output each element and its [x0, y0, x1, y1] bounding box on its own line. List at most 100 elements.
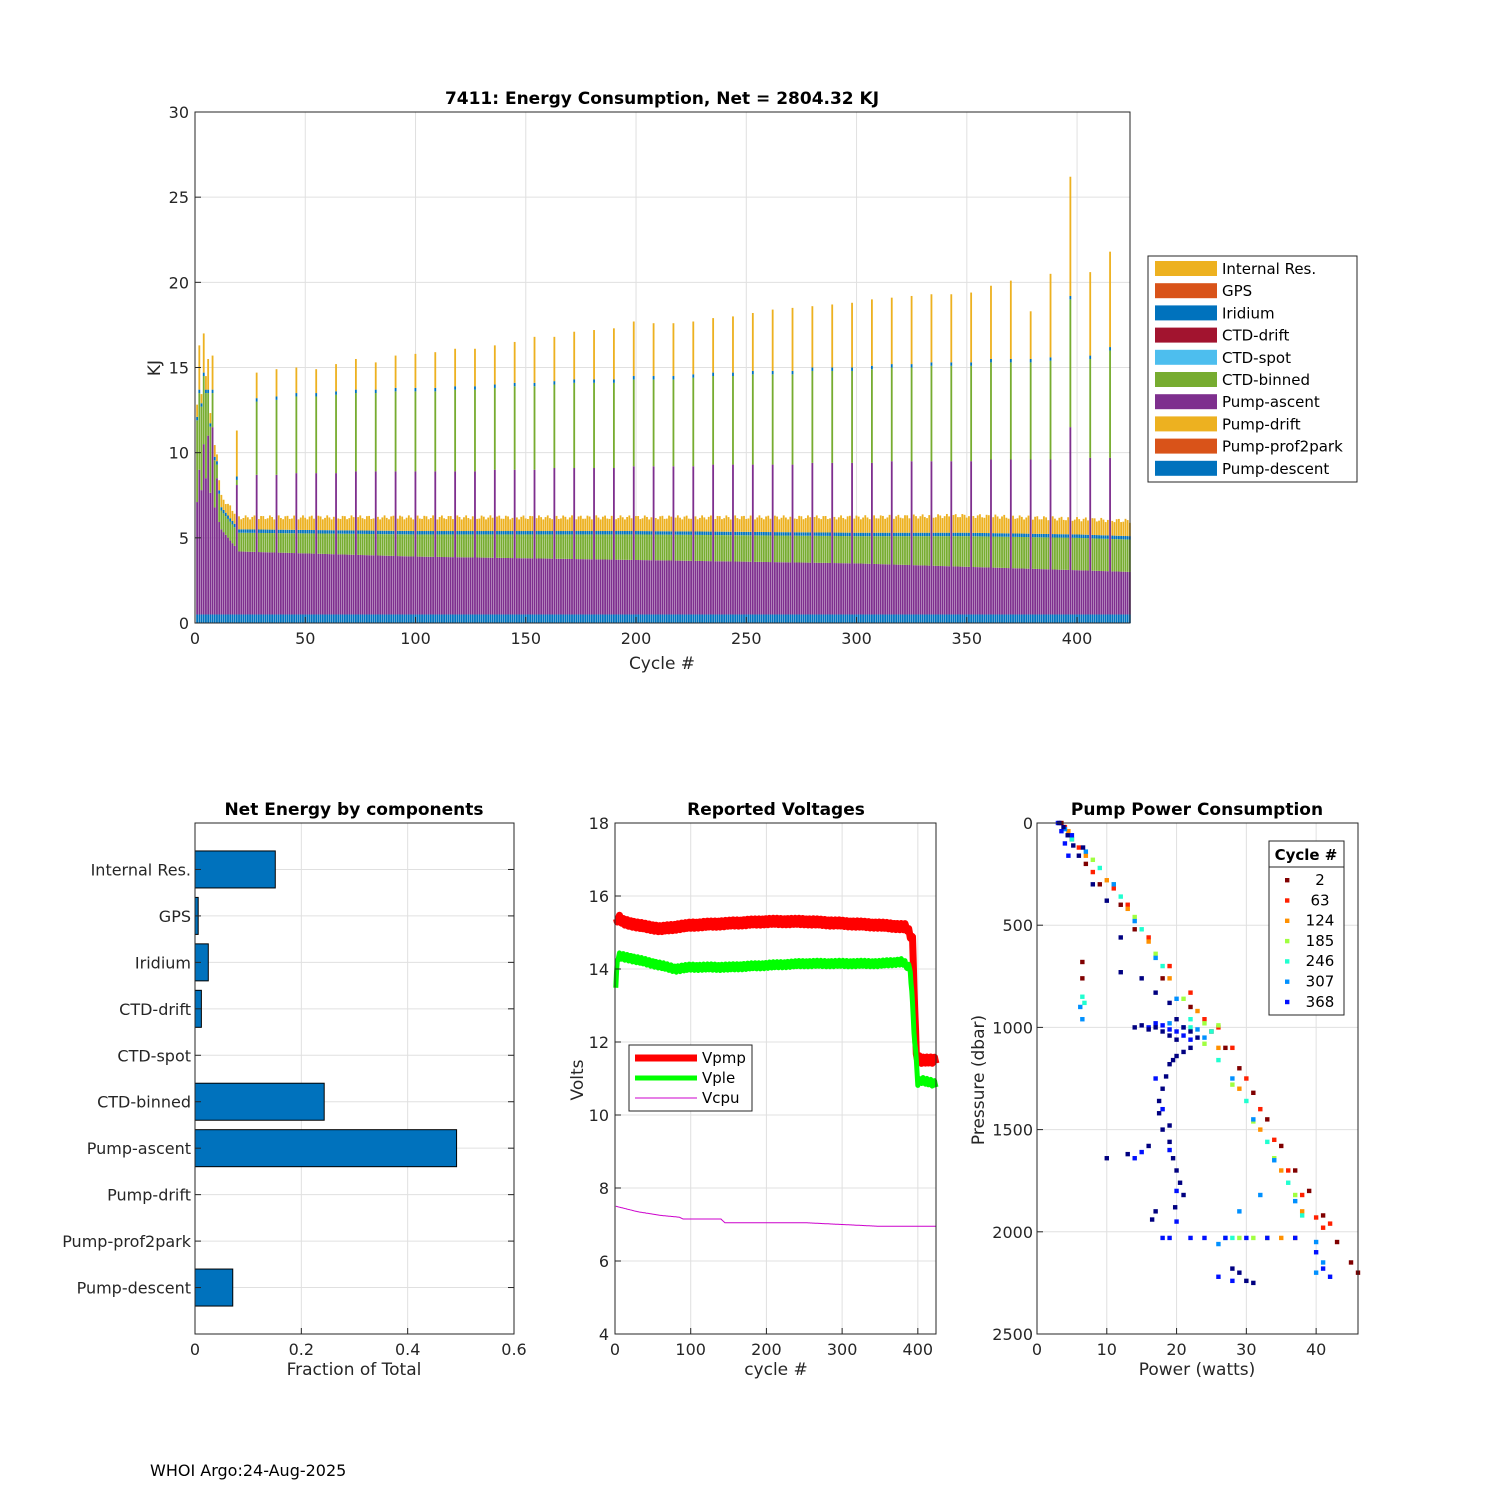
- energy-bar-segment: [306, 553, 309, 615]
- components-category-label: Pump-prof2park: [62, 1232, 192, 1251]
- energy-bar-segment: [436, 614, 439, 623]
- energy-bar-segment: [1104, 522, 1107, 536]
- voltages-ytick-label: 14: [589, 960, 609, 979]
- energy-bar-segment: [590, 531, 593, 535]
- energy-bar-segment: [906, 564, 909, 615]
- energy-bar-segment: [1016, 568, 1019, 615]
- energy-bar-segment: [974, 614, 977, 623]
- energy-bar-segment: [901, 518, 904, 533]
- energy-bar-segment: [1073, 519, 1076, 535]
- energy-bar-segment: [377, 516, 379, 531]
- energy-bar-segment: [939, 614, 942, 623]
- energy-legend-label: CTD-drift: [1222, 327, 1289, 345]
- energy-bar-segment: [374, 471, 377, 615]
- energy-bar-segment: [502, 557, 505, 615]
- energy-bar-segment: [846, 614, 849, 623]
- energy-bar-segment: [800, 614, 803, 623]
- pump-point: [1066, 853, 1071, 858]
- energy-bar-segment: [800, 535, 803, 563]
- energy-bar-segment: [714, 519, 717, 532]
- energy-bar-segment: [857, 536, 860, 564]
- energy-bar-segment: [1109, 347, 1111, 351]
- energy-bar-segment: [403, 519, 406, 531]
- energy-bar-segment: [974, 517, 977, 533]
- energy-bar-segment: [886, 517, 889, 533]
- energy-bar-segment: [235, 614, 238, 623]
- energy-bar-segment: [833, 516, 836, 533]
- energy-bar-segment: [421, 556, 423, 615]
- energy-bar-segment: [1058, 614, 1061, 623]
- pump-point: [1216, 1241, 1221, 1247]
- energy-bar-segment: [416, 531, 419, 535]
- energy-bar-segment: [994, 514, 997, 534]
- energy-bar-segment: [361, 518, 364, 531]
- energy-bar-segment: [575, 559, 578, 615]
- energy-bar-segment: [829, 614, 831, 623]
- energy-bar-segment: [249, 532, 251, 552]
- energy-bar-segment: [835, 535, 838, 564]
- footer-text: WHOI Argo:24-Aug-2025: [150, 1461, 346, 1480]
- energy-bar-segment: [743, 535, 745, 562]
- energy-bar-segment: [646, 531, 648, 535]
- energy-bar-segment: [595, 531, 598, 535]
- energy-bar-segment: [388, 555, 390, 615]
- energy-bar-segment: [260, 552, 262, 615]
- energy-bar-segment: [1045, 569, 1048, 615]
- energy-bar-segment: [904, 536, 906, 565]
- pump-legend-marker: [1285, 878, 1290, 883]
- energy-bar-segment: [432, 614, 434, 623]
- energy-bar-segment: [701, 560, 704, 615]
- energy-bar-segment: [244, 614, 247, 623]
- energy-bar-segment: [357, 530, 359, 534]
- energy-bar-segment: [502, 518, 505, 532]
- energy-bar-segment: [566, 558, 569, 615]
- energy-bar-segment: [498, 557, 501, 615]
- energy-bar-segment: [628, 534, 631, 560]
- energy-bar-segment: [443, 518, 446, 532]
- energy-bar-segment: [712, 614, 715, 623]
- pump-point: [1237, 1270, 1242, 1275]
- energy-bar-segment: [295, 473, 298, 615]
- energy-legend-label: Pump-drift: [1222, 415, 1301, 433]
- energy-bar-segment: [463, 517, 465, 532]
- energy-bar-segment: [652, 379, 655, 467]
- pump-point: [1066, 828, 1071, 834]
- energy-bar-segment: [679, 531, 681, 535]
- energy-bar-segment: [601, 559, 604, 615]
- energy-bar-segment: [659, 560, 662, 615]
- energy-bar-segment: [1027, 515, 1030, 534]
- energy-bar-segment: [277, 515, 280, 530]
- energy-bar-segment: [1120, 539, 1122, 572]
- energy-bar-segment: [498, 534, 501, 558]
- energy-bar-segment: [388, 534, 390, 556]
- energy-bar-segment: [800, 532, 803, 536]
- energy-bar-segment: [377, 555, 379, 615]
- energy-bar-segment: [729, 531, 732, 536]
- energy-bar-segment: [632, 321, 635, 377]
- pump-point: [1223, 1235, 1228, 1241]
- energy-bar-segment: [507, 516, 509, 532]
- energy-bar-segment: [524, 531, 527, 535]
- energy-bar-segment: [937, 532, 939, 537]
- energy-bar-segment: [837, 614, 840, 623]
- energy-bar-segment: [478, 614, 481, 623]
- energy-bar-segment: [712, 318, 715, 373]
- energy-bar-segment: [1115, 571, 1118, 615]
- energy-legend-swatch: [1155, 283, 1217, 299]
- pump-point: [1160, 1235, 1165, 1241]
- energy-bar-segment: [762, 535, 765, 562]
- energy-bar-segment: [443, 531, 446, 535]
- energy-bar-segment: [674, 534, 677, 561]
- pump-ylabel: Pressure (dbar): [969, 1015, 989, 1145]
- energy-bar-segment: [972, 516, 975, 533]
- energy-bar-segment: [546, 531, 549, 535]
- energy-bar-segment: [760, 561, 763, 615]
- energy-bar-segment: [769, 614, 772, 623]
- energy-bar-segment: [233, 527, 236, 546]
- energy-bar-segment: [383, 614, 386, 623]
- pump-point: [1313, 1215, 1319, 1220]
- energy-bar-segment: [725, 515, 728, 532]
- energy-bar-segment: [915, 565, 917, 615]
